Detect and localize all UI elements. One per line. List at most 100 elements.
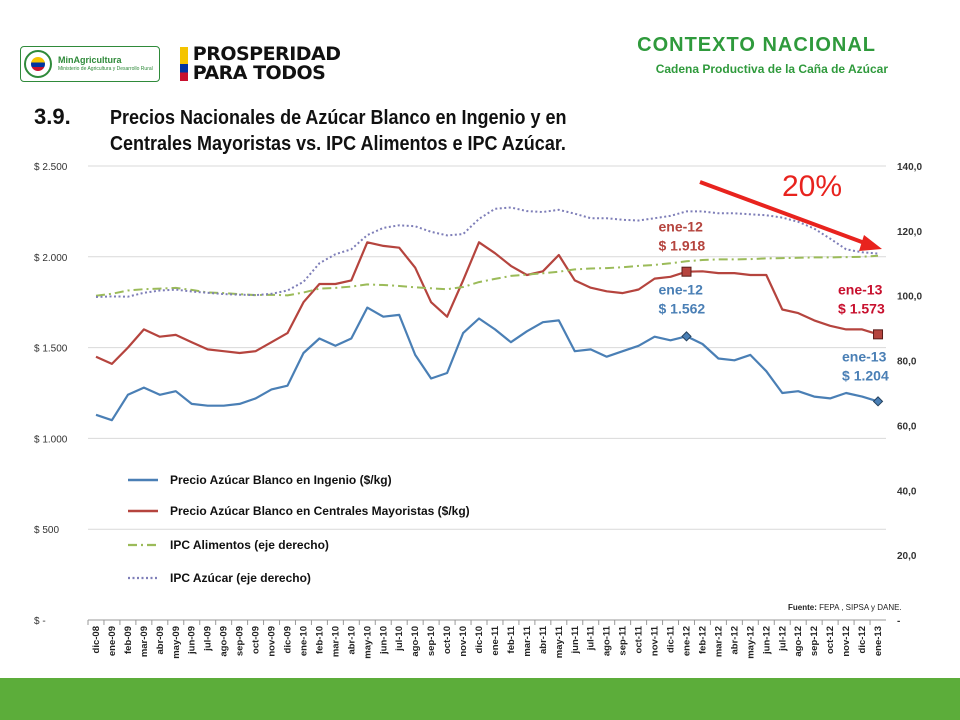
x-tick-label: feb-09	[123, 626, 134, 654]
y-left-tick-label: $ 2.000	[34, 253, 68, 264]
data-point-marker	[681, 266, 692, 277]
data-point-marker	[873, 329, 884, 340]
x-tick-label: jun-12	[761, 626, 772, 655]
context-title: CONTEXTO NACIONAL	[637, 34, 876, 56]
data-label-value: $ 1.562	[659, 300, 706, 316]
y-right-tick-label: 40,0	[897, 486, 917, 497]
x-tick-label: jun-09	[187, 626, 198, 655]
x-tick-label: may-12	[745, 626, 756, 659]
data-label-value: $ 1.204	[842, 367, 889, 383]
legend-label: Precio Azúcar Blanco en Ingenio ($/kg)	[170, 473, 392, 487]
x-tick-label: ene-13	[873, 626, 884, 656]
x-tick-label: sep-09	[235, 626, 246, 656]
x-tick-label: mar-12	[713, 626, 724, 657]
y-left-tick-label: $ -	[34, 616, 46, 627]
footer-bar	[0, 678, 960, 720]
y-left-tick-label: $ 2.500	[34, 162, 68, 173]
data-label-period: ene-13	[842, 348, 887, 364]
source-note-text: FEPA , SIPSA y DANE.	[816, 603, 902, 612]
x-tick-label: may-09	[171, 626, 182, 659]
x-tick-label: oct-12	[825, 626, 836, 654]
data-label-period: ene-12	[659, 219, 704, 235]
legend-label: Precio Azúcar Blanco en Centrales Mayori…	[170, 504, 470, 518]
x-tick-label: ene-09	[107, 626, 118, 656]
y-left-tick-label: $ 1.000	[34, 434, 68, 445]
x-tick-label: oct-09	[251, 626, 262, 654]
data-label-value: $ 1.573	[838, 300, 885, 316]
x-tick-label: mar-11	[522, 625, 533, 656]
x-tick-label: nov-11	[650, 625, 661, 656]
x-tick-label: ago-12	[793, 626, 804, 657]
prosperity-logo-line1: PROSPERIDAD	[192, 43, 341, 65]
chart-title: Precios Nacionales de Azúcar Blanco en I…	[110, 107, 567, 155]
x-tick-label: ene-10	[298, 626, 309, 656]
prosperity-logo: PROSPERIDAD PARA TODOS	[179, 43, 341, 84]
x-tick-label: nov-09	[267, 626, 278, 657]
x-tick-label: dic-10	[474, 626, 485, 653]
x-tick-label: feb-12	[697, 626, 708, 654]
x-tick-label: ago-10	[410, 626, 421, 657]
x-tick-label: may-10	[362, 626, 373, 659]
y-right-tick-label: 20,0	[897, 551, 917, 562]
x-tick-label: may-11	[554, 625, 565, 658]
context-subtitle: Cadena Productiva de la Caña de Azúcar	[655, 62, 888, 76]
prosperity-logo-line2: PARA TODOS	[192, 62, 326, 84]
legend-label: IPC Azúcar (eje derecho)	[170, 571, 311, 585]
trend-arrow-head-icon	[859, 235, 882, 251]
x-tick-label: abr-12	[729, 626, 740, 655]
x-tick-label: ago-09	[219, 626, 230, 657]
legend-label: IPC Alimentos (eje derecho)	[170, 538, 329, 552]
source-note: Fuente: FEPA , SIPSA y DANE.	[788, 603, 902, 612]
x-tick-label: jul-09	[203, 626, 214, 652]
series-line-1	[95, 306, 879, 422]
colombia-flag-icon	[179, 47, 188, 81]
y-right-tick-label: 120,0	[897, 227, 922, 238]
section-number: 3.9.	[34, 104, 71, 129]
colombia-seal-icon	[24, 50, 52, 78]
x-tick-label: abr-09	[155, 626, 166, 655]
y-right-tick-label: 100,0	[897, 292, 922, 303]
ministry-logo-name: MinAgricultura	[58, 55, 122, 65]
series-line-3	[95, 254, 879, 297]
x-tick-label: ene-11	[490, 625, 501, 655]
x-tick-label: ago-11	[602, 625, 613, 656]
arrow-percent-label: 20%	[782, 170, 843, 203]
x-tick-label: jul-11	[586, 625, 597, 651]
x-tick-label: abr-10	[346, 626, 357, 655]
y-right-tick-label: -	[897, 616, 900, 627]
y-left-tick-label: $ 1.500	[34, 344, 68, 355]
y-left-tick-label: $ 500	[34, 525, 59, 536]
series-line-4	[95, 206, 879, 298]
x-tick-label: dic-09	[283, 626, 294, 653]
source-note-label: Fuente:	[788, 603, 817, 612]
data-point-marker	[681, 331, 692, 342]
x-tick-label: feb-10	[314, 626, 325, 654]
x-tick-label: nov-10	[458, 626, 469, 657]
series-line-2	[95, 241, 879, 365]
ministry-logo-subtitle: Ministerio de Agricultura y Desarrollo R…	[58, 66, 153, 72]
y-right-tick-label: 60,0	[897, 421, 917, 432]
x-tick-label: jun-11	[570, 625, 581, 654]
x-tick-label: ene-12	[682, 626, 693, 656]
x-tick-label: oct-10	[442, 626, 453, 654]
x-tick-label: abr-11	[538, 625, 549, 654]
x-tick-label: feb-11	[506, 625, 517, 653]
x-tick-label: mar-09	[139, 626, 150, 657]
y-right-tick-label: 140,0	[897, 162, 922, 173]
data-label-period: ene-12	[659, 281, 704, 297]
y-right-tick-label: 80,0	[897, 357, 917, 368]
data-label-period: ene-13	[838, 281, 883, 297]
trend-arrow-shaft	[699, 180, 871, 247]
header-logos: MinAgricultura Ministerio de Agricultura…	[20, 44, 341, 84]
x-tick-label: jul-10	[394, 626, 405, 652]
x-tick-label: dic-11	[666, 625, 677, 653]
x-tick-label: sep-12	[809, 626, 820, 656]
x-tick-label: sep-10	[426, 626, 437, 656]
x-tick-label: mar-10	[330, 626, 341, 657]
x-tick-label: nov-12	[841, 626, 852, 657]
x-tick-label: dic-08	[91, 626, 102, 653]
data-point-marker	[872, 396, 884, 407]
ministry-logo: MinAgricultura Ministerio de Agricultura…	[20, 46, 160, 82]
x-tick-label: jul-12	[777, 626, 788, 652]
